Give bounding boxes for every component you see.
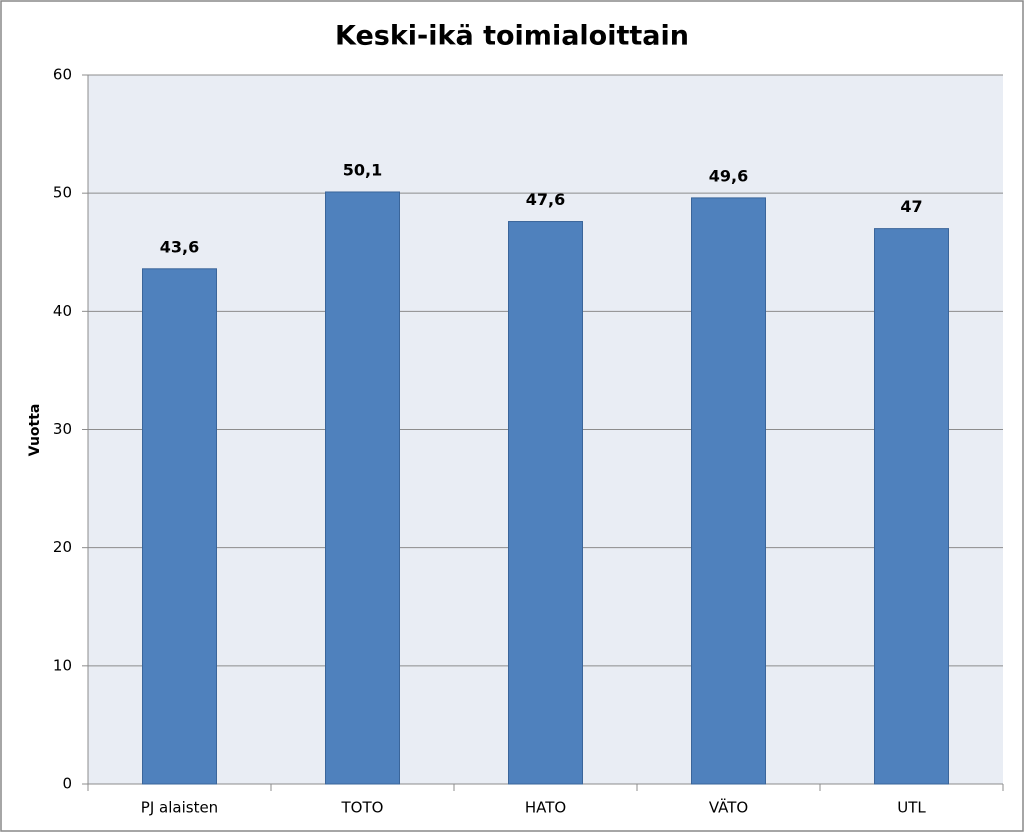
y-tick-label: 20 (53, 538, 72, 556)
chart-title: Keski-ikä toimialoittain (335, 21, 689, 52)
bar (508, 221, 583, 785)
x-tick-label: UTL (897, 799, 926, 817)
y-tick-label: 10 (53, 656, 72, 674)
y-tick-label: 60 (53, 66, 72, 84)
value-label: 47 (900, 197, 922, 216)
y-tick-label: 50 (53, 184, 72, 202)
value-label: 43,6 (160, 237, 199, 256)
bar (874, 228, 949, 785)
x-tick-label: VÄTO (709, 798, 748, 817)
value-label: 49,6 (709, 166, 748, 185)
bar (142, 268, 217, 785)
y-tick-label: 0 (62, 775, 72, 793)
x-tick-label: TOTO (341, 799, 384, 817)
y-axis-label: Vuotta (27, 404, 43, 457)
value-label: 50,1 (343, 160, 382, 179)
x-tick-label: HATO (525, 799, 566, 817)
x-tick-label: PJ alaisten (141, 799, 218, 817)
bar (325, 191, 400, 785)
y-tick-label: 30 (53, 420, 72, 438)
y-tick-label: 40 (53, 302, 72, 320)
value-label: 47,6 (526, 190, 565, 209)
bar (691, 197, 766, 785)
